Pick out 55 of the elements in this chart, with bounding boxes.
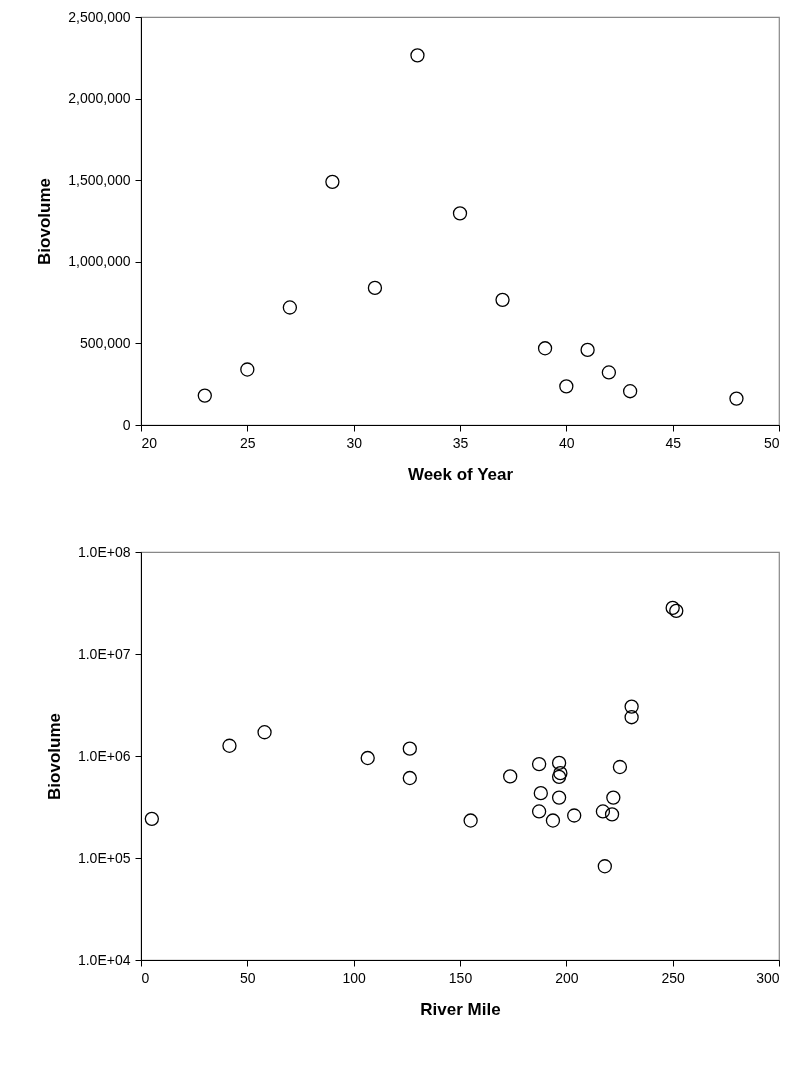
x-tick-label: 200: [555, 969, 579, 986]
point: [553, 765, 568, 781]
y-tick-label: 1.0E+07: [77, 645, 131, 662]
x-tick-label: 40: [559, 434, 575, 451]
y-tick-label: 0: [122, 416, 131, 433]
point: [257, 725, 272, 740]
point: [533, 786, 548, 801]
y-tick-label: 1.0E+04: [77, 951, 131, 968]
point: [402, 770, 417, 786]
point: [612, 759, 628, 775]
point: [669, 603, 684, 618]
x-axis-title: River Mile: [420, 999, 501, 1019]
point: [551, 769, 567, 784]
point: [597, 859, 612, 874]
x-tick-label: 300: [756, 969, 780, 986]
y-tick-label: 1.0E+08: [77, 543, 131, 560]
x-tick-label: 25: [240, 434, 256, 451]
x-tick-label: 50: [763, 434, 780, 451]
point: [604, 807, 620, 822]
y-tick-label: 1.0E+05: [77, 849, 131, 866]
y-tick-label: 500,000: [79, 334, 131, 351]
x-tick-label: 0: [141, 969, 150, 986]
x-tick-label: 50: [240, 969, 256, 986]
point: [531, 756, 547, 772]
point: [402, 741, 417, 756]
y-tick-label: 1,500,000: [68, 171, 131, 188]
y-tick-label: 1.0E+06: [77, 747, 131, 764]
y-tick-label: 2,000,000: [68, 90, 131, 107]
point: [360, 750, 375, 766]
x-tick-label: 100: [342, 969, 367, 986]
y-tick-label: 2,500,000: [68, 8, 131, 25]
point: [624, 710, 639, 725]
x-tick-label: 250: [661, 969, 686, 986]
point: [595, 804, 611, 819]
x-tick-label: 35: [452, 434, 469, 451]
point: [665, 600, 680, 616]
point: [606, 790, 621, 805]
y-tick-label: 1,000,000: [68, 253, 131, 270]
y-axis-title: Biovolume: [44, 713, 64, 800]
x-axis-title: Week of Year: [407, 464, 514, 484]
point: [551, 755, 567, 771]
point: [624, 699, 639, 714]
point: [503, 769, 518, 784]
x-tick-label: 20: [141, 434, 158, 451]
x-tick-label: 150: [448, 969, 473, 986]
point: [531, 804, 547, 819]
point: [144, 811, 160, 827]
point: [551, 790, 567, 805]
point: [567, 808, 582, 823]
point: [545, 813, 561, 828]
point: [222, 738, 237, 753]
y-axis-title: Biovolume: [35, 178, 55, 265]
point: [463, 813, 478, 828]
x-tick-label: 30: [346, 434, 363, 451]
x-tick-label: 45: [665, 434, 682, 451]
